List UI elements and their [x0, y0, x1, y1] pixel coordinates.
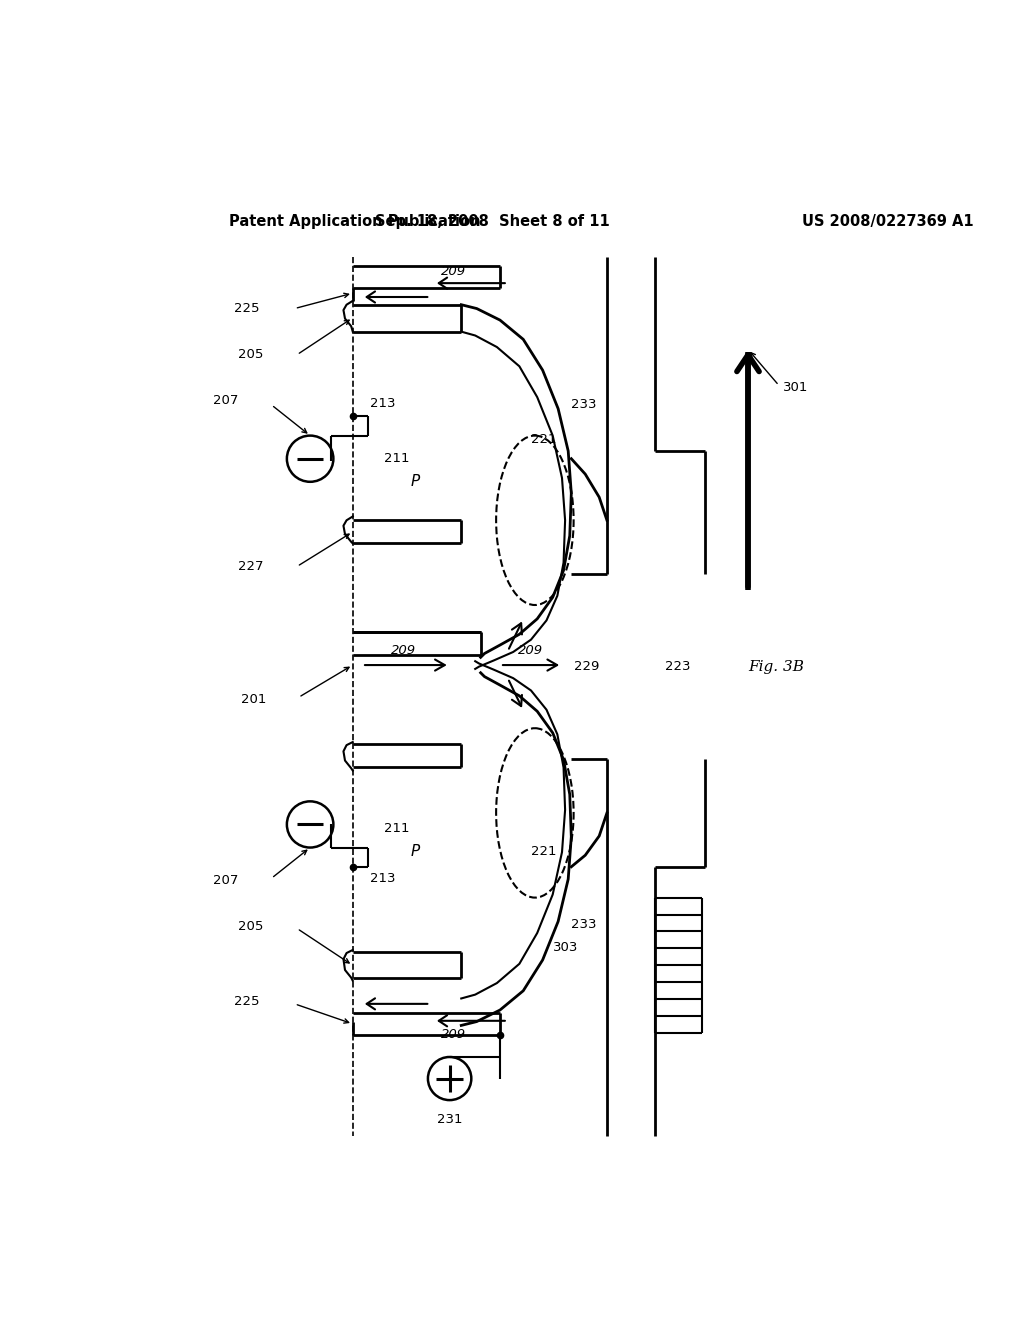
- Text: 225: 225: [234, 995, 260, 1008]
- Text: P: P: [411, 843, 420, 859]
- Text: 201: 201: [241, 693, 266, 706]
- Text: 209: 209: [441, 1028, 466, 1041]
- Text: US 2008/0227369 A1: US 2008/0227369 A1: [802, 214, 974, 230]
- Text: 207: 207: [213, 874, 238, 887]
- Text: Patent Application Publication: Patent Application Publication: [228, 214, 480, 230]
- Text: 207: 207: [213, 395, 238, 408]
- Text: 211: 211: [384, 453, 410, 465]
- Text: 223: 223: [666, 660, 691, 673]
- Text: 231: 231: [437, 1113, 463, 1126]
- Text: 221: 221: [531, 433, 556, 446]
- Text: 301: 301: [783, 381, 808, 395]
- Text: 225: 225: [234, 302, 260, 315]
- Text: 229: 229: [574, 660, 599, 673]
- Text: 213: 213: [370, 397, 395, 409]
- Text: 205: 205: [239, 348, 263, 362]
- Text: 205: 205: [239, 920, 263, 933]
- Text: P: P: [411, 474, 420, 490]
- Text: 209: 209: [390, 644, 416, 657]
- Text: 209: 209: [441, 265, 466, 277]
- Text: 227: 227: [239, 560, 263, 573]
- Text: Fig. 3B: Fig. 3B: [748, 660, 804, 673]
- Text: 209: 209: [518, 644, 544, 657]
- Text: 233: 233: [571, 917, 597, 931]
- Text: 303: 303: [553, 941, 579, 954]
- Text: 211: 211: [384, 822, 410, 834]
- Text: 213: 213: [370, 871, 395, 884]
- Text: Sep. 18, 2008  Sheet 8 of 11: Sep. 18, 2008 Sheet 8 of 11: [375, 214, 609, 230]
- Text: 233: 233: [571, 399, 597, 412]
- Text: 221: 221: [531, 845, 556, 858]
